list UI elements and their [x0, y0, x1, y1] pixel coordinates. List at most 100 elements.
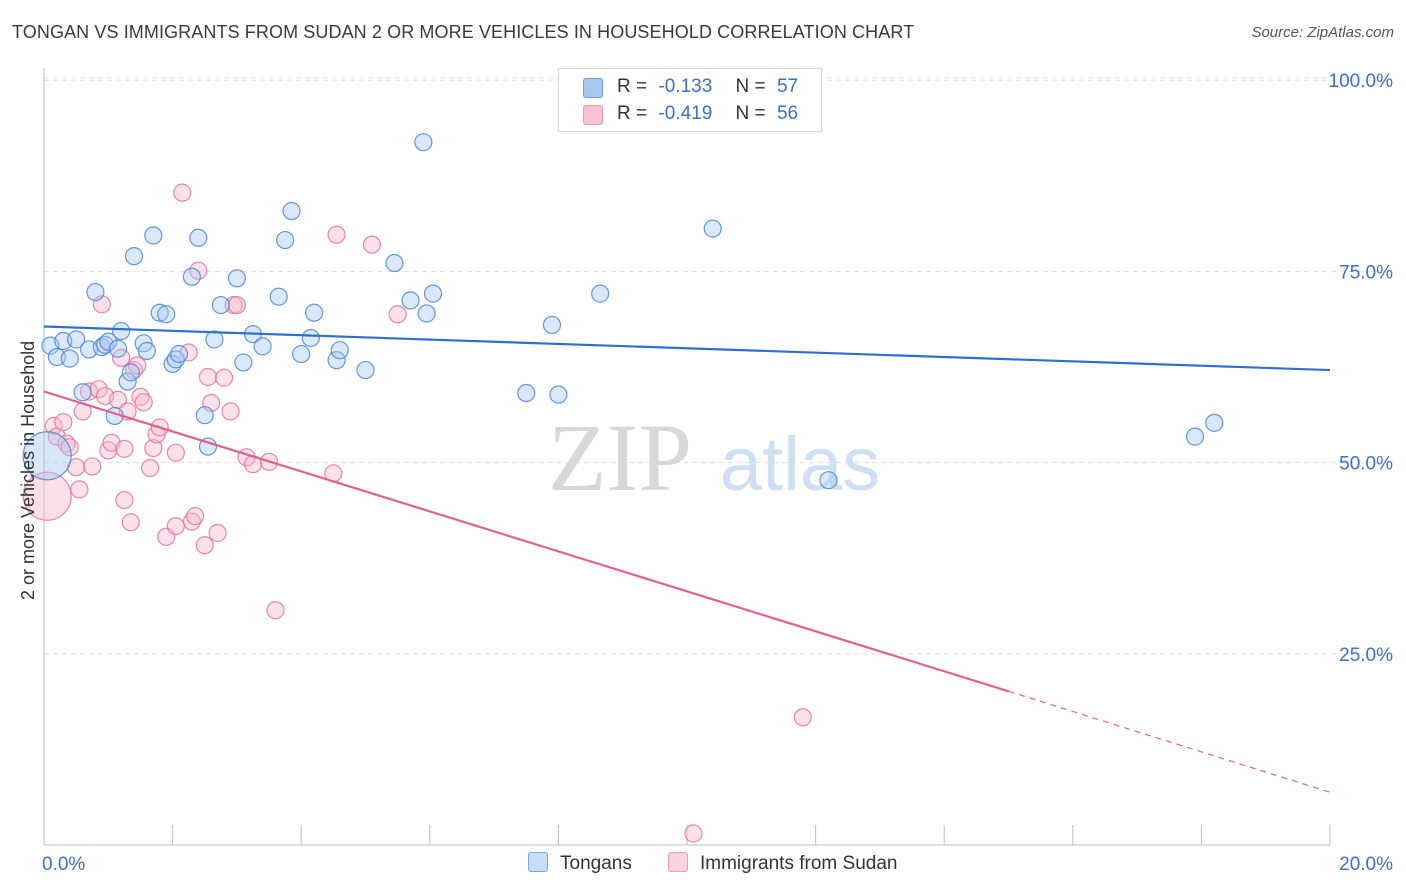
point-immigrants-from-sudan	[22, 471, 72, 521]
point-tongans	[112, 321, 131, 341]
legend-r-label: R =	[617, 76, 648, 97]
point-tongans	[276, 230, 295, 250]
y-tick-label: 25.0%	[1339, 645, 1393, 666]
point-immigrants-from-sudan	[684, 824, 703, 843]
points-tongans	[22, 133, 1224, 490]
point-tongans	[703, 219, 722, 238]
bottom-legend-swatch-sudan	[668, 852, 688, 872]
point-immigrants-from-sudan	[227, 295, 246, 315]
bottom-legend-label: Immigrants from Sudan	[700, 853, 898, 874]
point-immigrants-from-sudan	[67, 458, 86, 477]
point-immigrants-from-sudan	[83, 457, 102, 476]
point-tongans	[205, 330, 224, 349]
point-immigrants-from-sudan	[44, 416, 63, 436]
point-immigrants-from-sudan	[144, 438, 163, 458]
point-tongans	[1205, 413, 1224, 432]
trend-line-sudan-extension	[1008, 690, 1331, 793]
point-tongans	[137, 341, 156, 361]
bottom-legend-swatch-tongans	[528, 852, 548, 872]
chart-title: TONGAN VS IMMIGRANTS FROM SUDAN 2 OR MOR…	[12, 22, 915, 42]
point-immigrants-from-sudan	[195, 536, 214, 555]
point-tongans	[60, 349, 79, 368]
x-tick-label: 0.0%	[42, 854, 85, 875]
point-immigrants-from-sudan	[54, 412, 73, 432]
point-tongans	[542, 315, 562, 335]
legend: R = -0.133 N = 57 R = -0.419 N = 56	[558, 68, 822, 132]
points-immigrants-from-sudan	[22, 183, 812, 843]
legend-n-label: N =	[735, 76, 766, 97]
legend-r-label: R =	[617, 103, 648, 124]
point-tongans	[304, 303, 324, 322]
point-tongans	[282, 201, 301, 221]
point-tongans	[211, 295, 230, 315]
point-tongans	[73, 383, 92, 402]
point-tongans	[356, 360, 375, 380]
point-tongans	[198, 437, 218, 456]
bottom-legend-label: Tongans	[560, 853, 632, 874]
point-tongans	[182, 267, 201, 286]
legend-n-value: 56	[776, 103, 799, 124]
point-tongans	[166, 350, 185, 369]
point-immigrants-from-sudan	[793, 708, 812, 727]
point-immigrants-from-sudan	[221, 402, 240, 421]
point-tongans	[269, 287, 288, 306]
point-immigrants-from-sudan	[362, 235, 382, 254]
y-tick-label: 75.0%	[1339, 262, 1393, 283]
point-immigrants-from-sudan	[327, 225, 346, 244]
point-tongans	[253, 337, 272, 356]
point-tongans	[121, 363, 140, 382]
bottom-legend-sudan: Immigrants from Sudan	[668, 852, 897, 875]
point-tongans	[330, 341, 349, 360]
point-tongans	[549, 385, 568, 404]
point-tongans	[144, 226, 163, 245]
watermark-zip: ZIP	[548, 404, 692, 511]
point-immigrants-from-sudan	[266, 601, 285, 620]
tick-labels: 25.0% 50.0% 75.0% 100.0% 0.0% 20.0%	[42, 71, 1393, 875]
point-immigrants-from-sudan	[70, 480, 89, 499]
point-tongans	[327, 351, 346, 370]
point-tongans	[401, 291, 420, 310]
point-tongans	[227, 269, 246, 288]
trend-lines	[43, 325, 1331, 793]
legend-swatch-sudan	[583, 105, 603, 125]
point-tongans	[423, 284, 443, 303]
point-tongans	[150, 303, 169, 322]
point-immigrants-from-sudan	[131, 387, 150, 406]
point-immigrants-from-sudan	[214, 368, 234, 387]
point-tongans	[157, 305, 176, 324]
point-tongans	[124, 247, 144, 266]
axes	[43, 68, 1331, 846]
point-tongans	[108, 339, 128, 358]
legend-r-value: -0.133	[658, 76, 713, 97]
point-tongans	[189, 228, 208, 247]
point-immigrants-from-sudan	[166, 516, 185, 536]
point-tongans	[169, 344, 189, 364]
point-tongans	[22, 431, 72, 481]
point-tongans	[99, 332, 118, 351]
point-immigrants-from-sudan	[198, 367, 218, 387]
y-tick-label: 50.0%	[1339, 454, 1393, 475]
point-tongans	[195, 406, 214, 425]
point-tongans	[86, 282, 105, 302]
point-immigrants-from-sudan	[208, 523, 227, 543]
point-immigrants-from-sudan	[140, 458, 160, 478]
watermark: ZIP atlas	[548, 404, 880, 511]
point-immigrants-from-sudan	[121, 513, 140, 532]
point-tongans	[417, 304, 436, 323]
point-immigrants-from-sudan	[134, 393, 153, 412]
point-immigrants-from-sudan	[186, 507, 205, 526]
point-tongans	[517, 383, 536, 403]
point-tongans	[1185, 427, 1205, 446]
x-tick-label: 20.0%	[1339, 854, 1393, 875]
point-tongans	[591, 284, 610, 303]
trend-line-tongans	[43, 325, 1331, 372]
legend-n-value: 57	[776, 76, 799, 97]
point-tongans	[67, 330, 86, 349]
point-tongans	[301, 328, 320, 348]
legend-n-label: N =	[735, 103, 766, 124]
point-immigrants-from-sudan	[128, 356, 147, 375]
y-axis-label: 2 or more Vehicles in Household	[18, 340, 38, 600]
legend-swatch-tongans	[583, 78, 603, 98]
y-tick-label: 100.0%	[1329, 71, 1394, 92]
point-tongans	[234, 353, 253, 372]
